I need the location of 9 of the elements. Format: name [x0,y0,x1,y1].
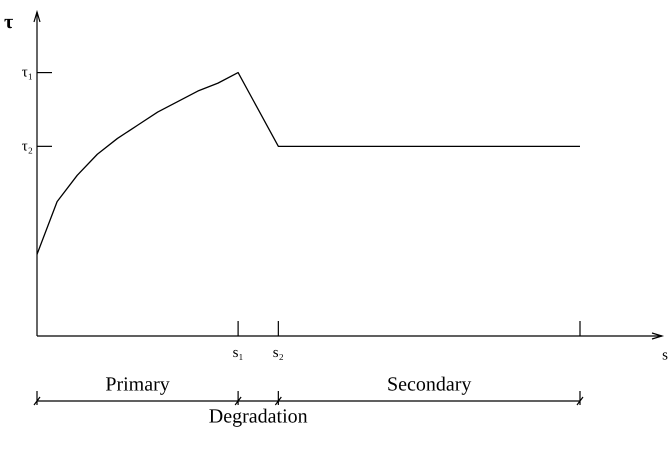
text: Degradation [208,405,308,428]
y-axis-title: τ [4,11,14,33]
x-tick-label: s₁ [232,344,244,361]
ref-line-label: τ₁ [22,64,33,81]
text: Primary [105,373,170,396]
x-tick-label: s₂ [272,344,284,361]
text: Secondary [386,373,472,396]
x-axis-title: s [662,347,668,364]
ref-line-label: τ₂ [22,138,33,154]
